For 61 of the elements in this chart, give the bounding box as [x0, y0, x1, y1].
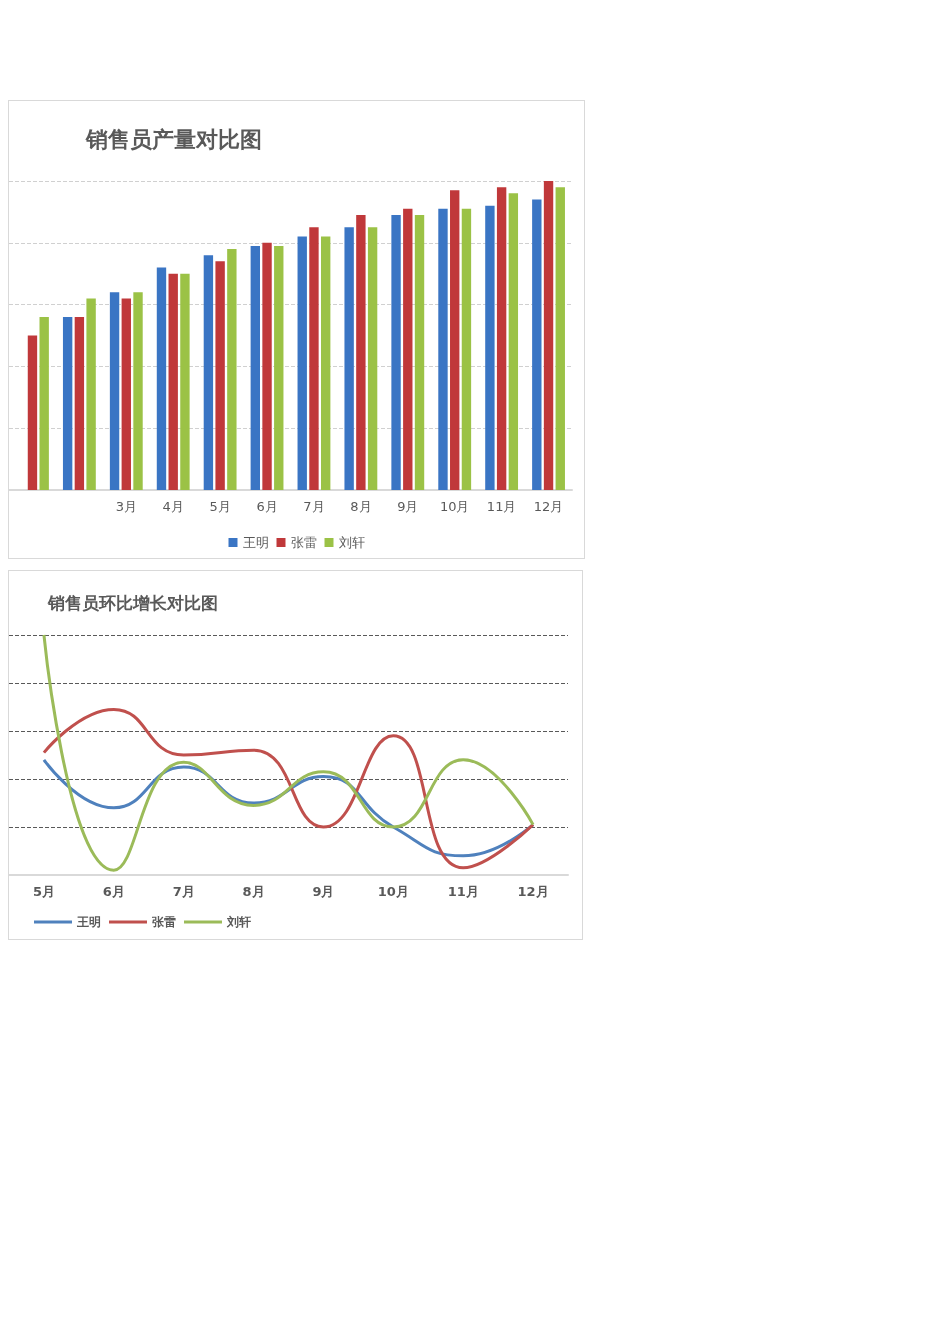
legend-label: 张雷 [152, 915, 176, 929]
bar [403, 208, 413, 490]
x-tick-label: 7月 [303, 499, 325, 514]
bar [485, 205, 495, 490]
bar [414, 214, 425, 490]
x-tick-label: 4月 [162, 499, 184, 514]
bar [74, 316, 85, 490]
x-tick-label: 12月 [517, 884, 549, 899]
bar [367, 227, 378, 490]
x-tick-label: 8月 [242, 884, 265, 899]
bar [156, 267, 167, 490]
bar [180, 273, 190, 490]
bar [496, 187, 507, 490]
bar [250, 245, 260, 490]
bar [450, 190, 460, 490]
legend-label: 张雷 [290, 535, 317, 550]
x-tick-label: 11月 [486, 499, 517, 514]
bar [133, 292, 143, 490]
bar [86, 298, 96, 490]
x-tick-label: 7月 [172, 884, 195, 899]
bar [391, 214, 401, 490]
legend-label: 王明 [76, 915, 101, 929]
bar [39, 316, 49, 490]
chart-title: 销售员环比增长对比图 [47, 592, 218, 613]
bar [227, 248, 237, 490]
bar [297, 236, 307, 490]
bar [27, 335, 38, 490]
bar [309, 227, 319, 490]
chart-title: 销售员产量对比图 [85, 126, 262, 152]
bar [62, 316, 73, 490]
x-tick-label: 6月 [102, 884, 125, 899]
bar [508, 193, 519, 490]
legend-label: 王明 [242, 535, 269, 550]
bar [543, 181, 554, 490]
x-tick-label: 11月 [447, 884, 479, 899]
x-tick-label: 10月 [439, 499, 470, 514]
bar [356, 214, 366, 490]
bar [203, 255, 214, 490]
legend-label: 刘轩 [226, 915, 251, 929]
bar [274, 245, 284, 490]
bar [121, 298, 131, 490]
bar [215, 261, 225, 490]
x-tick-label: 8月 [350, 499, 372, 514]
bar [461, 208, 472, 490]
x-tick-label: 5月 [32, 884, 55, 899]
bar [344, 227, 354, 490]
x-tick-label: 9月 [397, 499, 419, 514]
x-tick-label: 5月 [209, 499, 231, 514]
bar [555, 187, 565, 490]
x-tick-label: 10月 [377, 884, 409, 899]
bar [262, 242, 272, 490]
bar [438, 208, 448, 490]
x-tick-label: 12月 [533, 499, 564, 514]
bar [168, 273, 178, 490]
bar [532, 199, 542, 490]
x-tick-label: 6月 [256, 499, 278, 514]
bar [109, 292, 120, 490]
x-tick-label: 3月 [115, 499, 137, 514]
legend-label: 刘轩 [338, 535, 365, 550]
x-tick-label: 9月 [312, 884, 335, 899]
bar [321, 236, 331, 490]
